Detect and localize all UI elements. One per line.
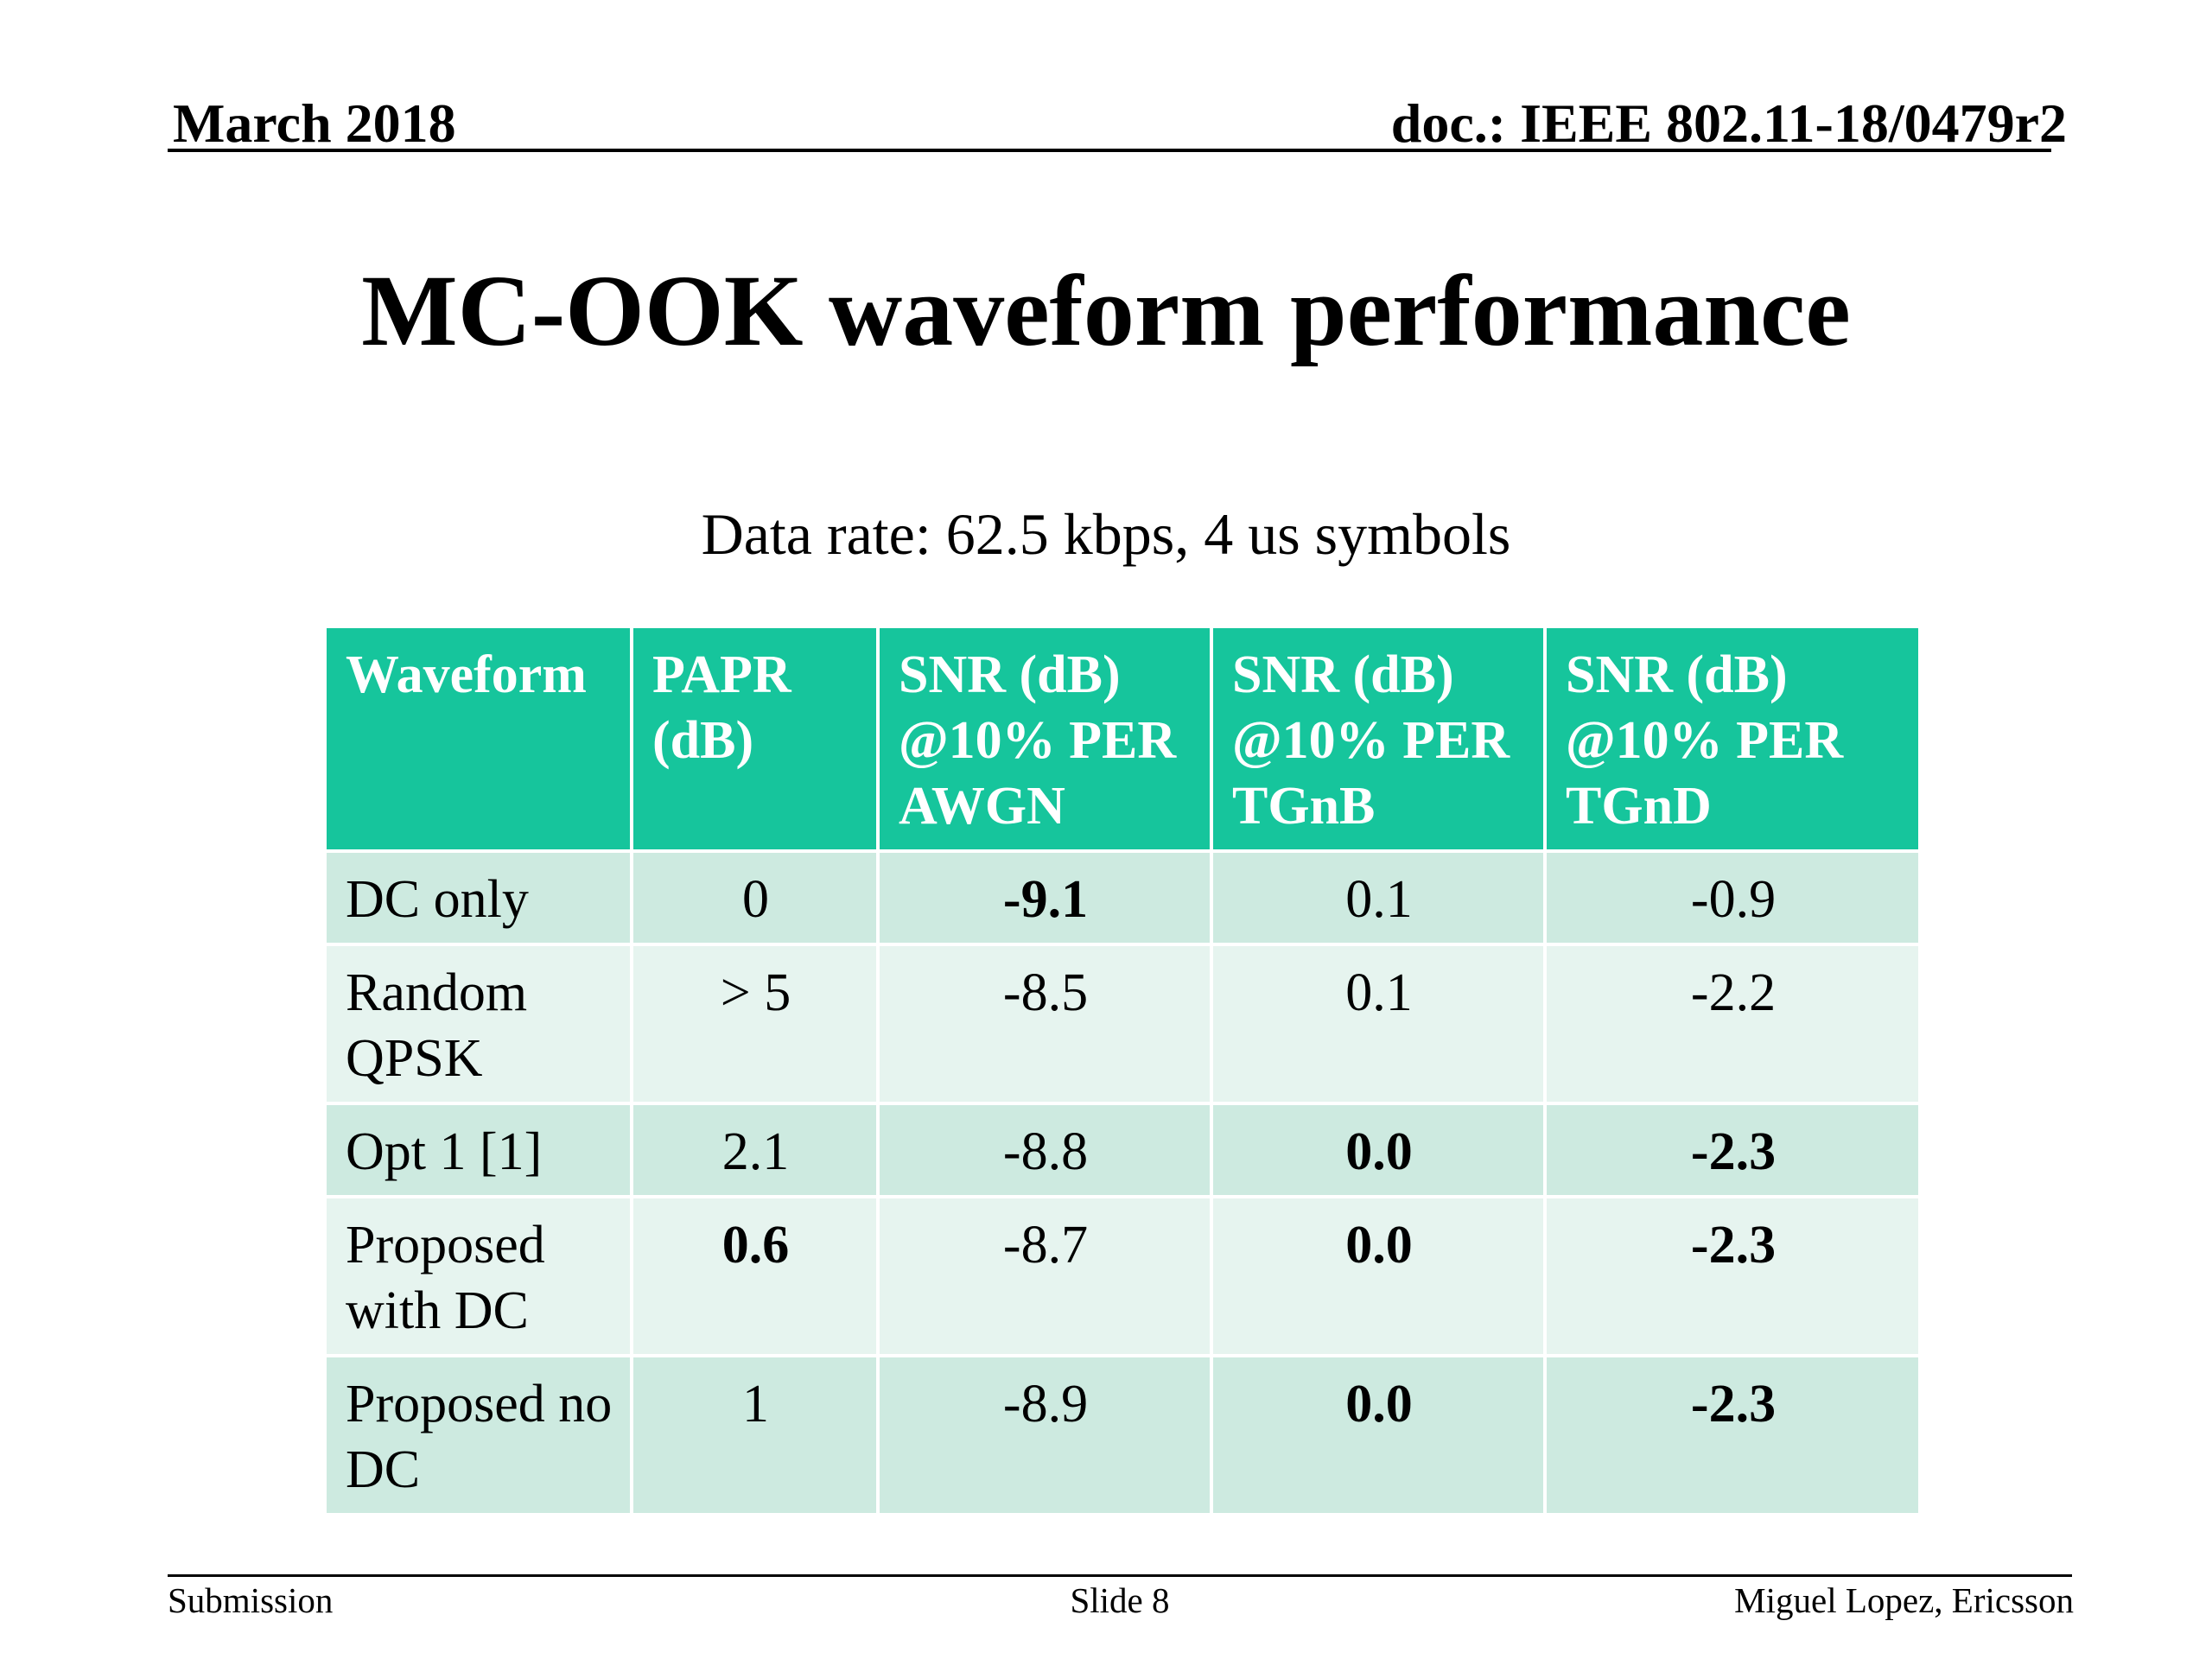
cell-papr: > 5 bbox=[630, 943, 880, 1105]
cell-snr-tgnb: 0.0 bbox=[1210, 1354, 1547, 1516]
column-header-papr: PAPR (dB) bbox=[630, 625, 880, 853]
column-header-snr-tgnd: SNR (dB) @10% PER TGnD bbox=[1543, 625, 1922, 853]
performance-table: Waveform PAPR (dB) SNR (dB) @10% PER AWG… bbox=[323, 625, 1922, 1516]
cell-waveform: Proposed no DC bbox=[323, 1354, 633, 1516]
cell-snr-awgn: -8.8 bbox=[876, 1102, 1213, 1198]
cell-waveform: Opt 1 [1] bbox=[323, 1102, 633, 1198]
cell-waveform: DC only bbox=[323, 849, 633, 946]
footer-submission: Submission bbox=[168, 1580, 334, 1620]
header-doc-id: doc.: IEEE 802.11-18/0479r2 bbox=[1390, 92, 2067, 154]
cell-snr-tgnb: 0.1 bbox=[1210, 849, 1547, 946]
cell-papr: 0.6 bbox=[630, 1195, 880, 1357]
cell-waveform: Proposed with DC bbox=[323, 1195, 633, 1357]
cell-snr-awgn: -8.9 bbox=[876, 1354, 1213, 1516]
cell-papr: 1 bbox=[630, 1354, 880, 1516]
cell-snr-tgnd: -2.3 bbox=[1543, 1102, 1922, 1198]
cell-snr-tgnb: 0.0 bbox=[1210, 1195, 1547, 1357]
cell-snr-tgnd: -2.3 bbox=[1543, 1195, 1922, 1357]
table-row: Proposed no DC 1 -8.9 0.0 -2.3 bbox=[323, 1354, 1922, 1516]
table-header-row: Waveform PAPR (dB) SNR (dB) @10% PER AWG… bbox=[323, 625, 1922, 853]
table-row: Random QPSK > 5 -8.5 0.1 -2.2 bbox=[323, 943, 1922, 1105]
slide-title: MC-OOK waveform performance bbox=[361, 254, 1851, 367]
table-row: Proposed with DC 0.6 -8.7 0.0 -2.3 bbox=[323, 1195, 1922, 1357]
header-divider bbox=[168, 149, 2051, 152]
column-header-snr-tgnb: SNR (dB) @10% PER TGnB bbox=[1210, 625, 1547, 853]
footer-author: Miguel Lopez, Ericsson bbox=[1734, 1580, 2074, 1620]
column-header-waveform: Waveform bbox=[323, 625, 633, 853]
footer-divider bbox=[168, 1574, 2072, 1577]
footer-slide-number: Slide 8 bbox=[1070, 1580, 1170, 1620]
cell-waveform: Random QPSK bbox=[323, 943, 633, 1105]
cell-snr-awgn: -8.7 bbox=[876, 1195, 1213, 1357]
cell-papr: 0 bbox=[630, 849, 880, 946]
cell-snr-tgnd: -2.3 bbox=[1543, 1354, 1922, 1516]
table-row: DC only 0 -9.1 0.1 -0.9 bbox=[323, 849, 1922, 946]
slide-subtitle: Data rate: 62.5 kbps, 4 us symbols bbox=[701, 501, 1511, 567]
table-row: Opt 1 [1] 2.1 -8.8 0.0 -2.3 bbox=[323, 1102, 1922, 1198]
cell-snr-tgnd: -2.2 bbox=[1543, 943, 1922, 1105]
cell-snr-tgnd: -0.9 bbox=[1543, 849, 1922, 946]
header-date: March 2018 bbox=[173, 92, 456, 154]
cell-snr-awgn: -8.5 bbox=[876, 943, 1213, 1105]
cell-snr-awgn: -9.1 bbox=[876, 849, 1213, 946]
cell-snr-tgnb: 0.1 bbox=[1210, 943, 1547, 1105]
cell-snr-tgnb: 0.0 bbox=[1210, 1102, 1547, 1198]
column-header-snr-awgn: SNR (dB) @10% PER AWGN bbox=[876, 625, 1213, 853]
cell-papr: 2.1 bbox=[630, 1102, 880, 1198]
